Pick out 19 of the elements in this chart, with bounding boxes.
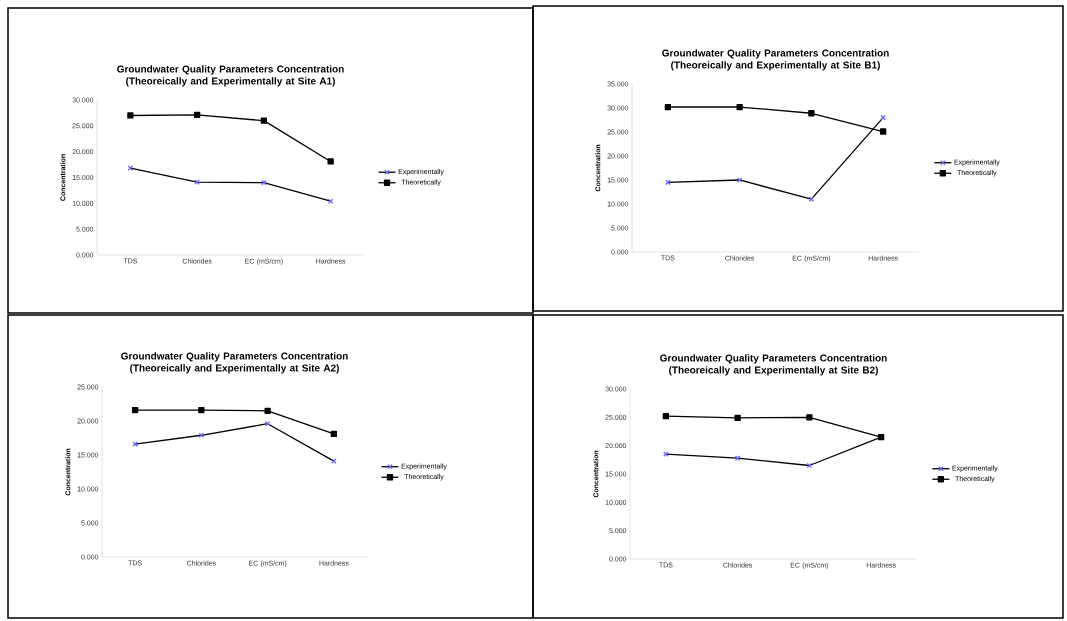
point	[662, 413, 670, 420]
point	[734, 414, 741, 422]
point	[879, 128, 887, 135]
chart-title: Groundwater Quality Parameters Concentration (Theoreically and Experimentally at Site B2)	[660, 354, 887, 376]
point	[327, 158, 334, 165]
point	[736, 103, 743, 111]
point	[330, 430, 338, 438]
chart-title: Groundwater Quality Parameters Concentration (Theoreically and Experimentally at Site B1)	[662, 49, 889, 71]
point	[260, 117, 268, 124]
chart-title: Groundwater Quality Parameters Concentration (Theoreically and Experimentally at Site A2)	[121, 352, 348, 374]
point	[806, 414, 813, 421]
point	[664, 103, 672, 111]
point	[193, 111, 201, 119]
point	[127, 112, 134, 119]
chart-title: Groundwater Quality Parameters Concentration (Theoreically and Experimentally at Site A1)	[117, 65, 344, 87]
point	[132, 406, 139, 414]
point	[264, 407, 271, 414]
point	[198, 406, 205, 414]
point	[808, 110, 815, 117]
